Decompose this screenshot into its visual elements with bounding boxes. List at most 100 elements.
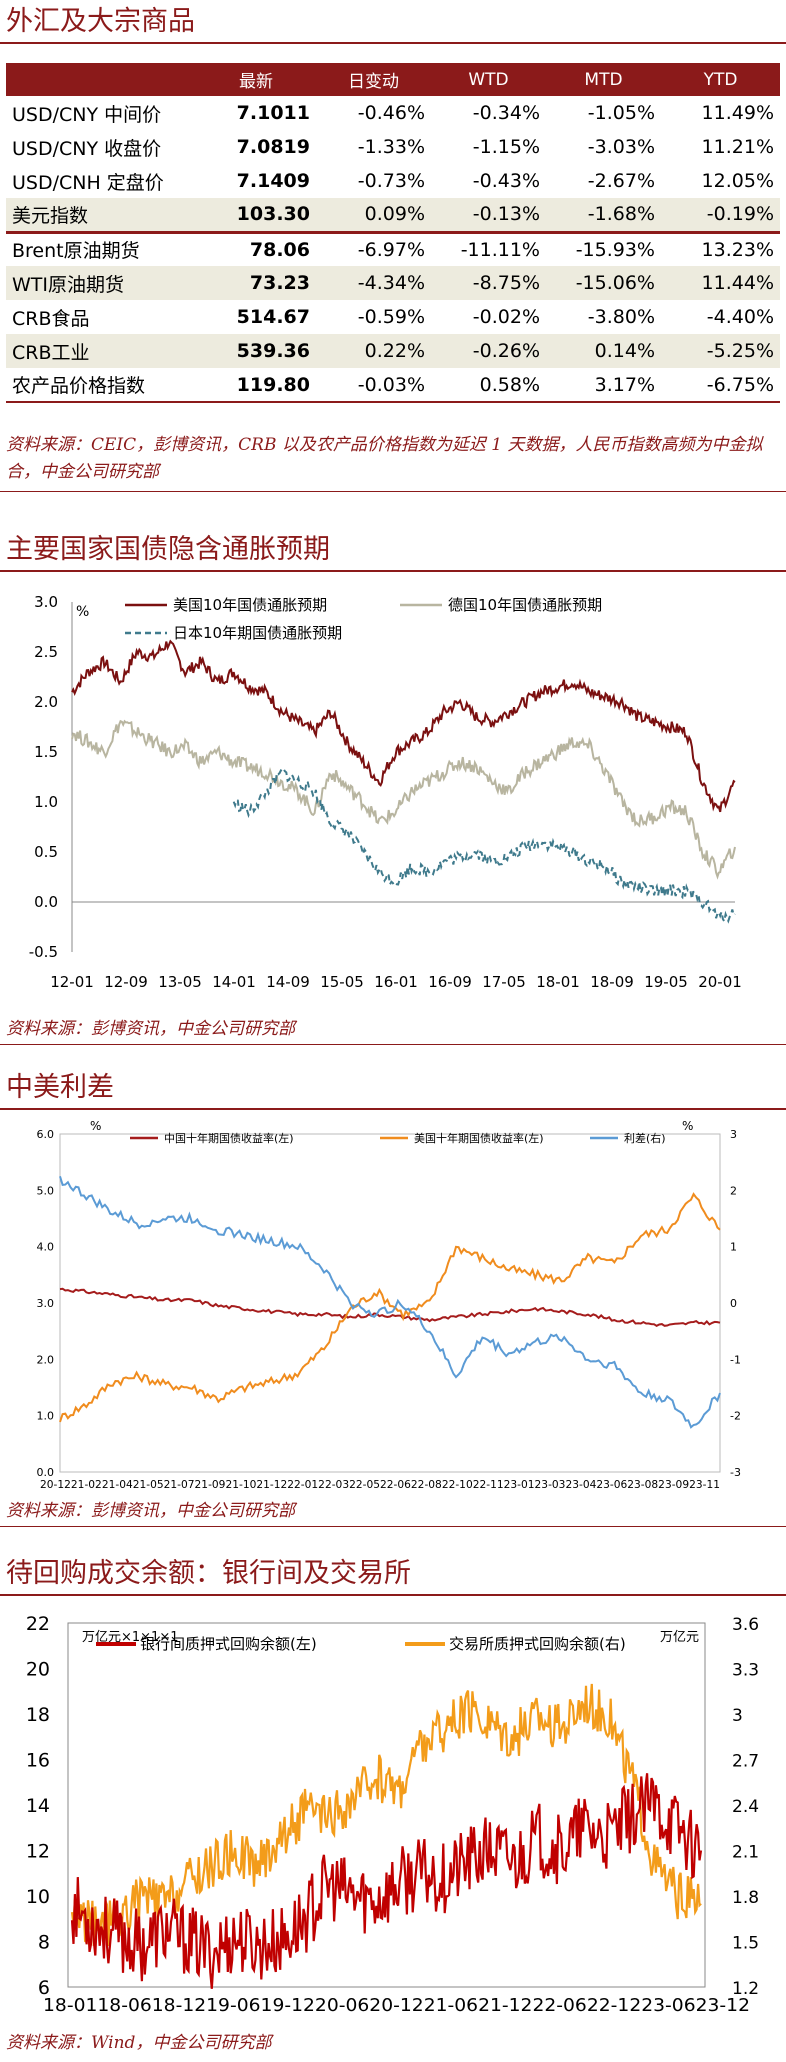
inflation-source-rule	[0, 1044, 786, 1045]
y-tick-label-left: 10	[26, 1886, 50, 1908]
fx-table: 最新 日变动 WTD MTD YTD USD/CNY 中间价 7.1011 -0.4…	[6, 63, 780, 403]
legend-label: 美国10年国债通胀预期	[173, 596, 327, 614]
unit-label: %	[76, 604, 89, 620]
spread-source-note: 资料来源：彭博资讯，中金公司研究部	[6, 1501, 295, 1521]
fx-cell-wtd: -0.43%	[472, 170, 540, 192]
fx-cell-mtd: -1.05%	[587, 102, 655, 124]
y-tick-label-left: 2.0	[37, 1353, 55, 1366]
y-tick-label: -0.5	[29, 943, 58, 961]
fx-cell-daily: -1.33%	[357, 136, 425, 158]
fx-cell-daily: -0.73%	[357, 170, 425, 192]
fx-cell-daily: -0.46%	[357, 102, 425, 124]
fx-cell-wtd: -0.02%	[472, 306, 540, 328]
left-unit-label: 万亿元×1×1×1	[82, 1630, 179, 1645]
x-tick-label: 17-05	[482, 973, 526, 991]
y-tick-label-right: 2.1	[732, 1843, 759, 1863]
fx-source-note: 资料来源：CEIC，彭博资讯，CRB 以及农产品价格指数为延迟 1 天数据，人民…	[6, 435, 763, 482]
fx-header-daily: 日变动	[316, 63, 431, 96]
fx-cell-name: USD/CNY 收盘价	[12, 137, 162, 160]
x-tick-label: 15-05	[320, 973, 364, 991]
fx-cell-ytd: -6.75%	[661, 368, 780, 403]
fx-cell-mtd: -15.93%	[575, 238, 655, 261]
fx-cell-name: USD/CNY 中间价	[12, 103, 162, 126]
x-tick-label: 14-09	[266, 973, 310, 991]
fx-header-mtd: MTD	[546, 63, 661, 96]
y-tick-label-right: 3.6	[732, 1615, 759, 1635]
fx-cell-latest: 73.23	[196, 266, 316, 300]
y-tick-label: 1.5	[34, 743, 58, 761]
fx-cell-name: 美元指数	[6, 198, 196, 234]
y-tick-label-left: 16	[26, 1750, 50, 1772]
x-tick-labels: 18-0118-0618-1219-0619-1220-0620-1221-06…	[43, 1995, 750, 2016]
fx-cell-ytd: 11.49%	[701, 102, 774, 124]
fx-row: CRB工业 539.36 0.22% -0.26% 0.14% -5.25%	[6, 334, 780, 368]
y-tick-label-right: -2	[730, 1410, 741, 1423]
fx-section-title: 外汇及大宗商品	[0, 0, 786, 44]
inflation-chart: 3.0 2.5 2.0 1.5 1.0 0.5 0.0 -0.5% 12-01 12-09 13-0…	[29, 593, 742, 991]
fx-cell-wtd: -11.11%	[460, 238, 540, 261]
fx-cell-mtd: -3.03%	[587, 136, 655, 158]
series-line-3	[232, 767, 736, 925]
fx-cell-ytd: -0.19%	[661, 198, 780, 234]
plot-frame	[59, 1133, 721, 1473]
spread-source-rule	[0, 1526, 786, 1527]
x-tick-labels: 20-1221-0221-0421-0521-0721-0921-1021-12…	[40, 1478, 720, 1490]
fx-cell-daily: -6.97%	[357, 238, 425, 261]
x-tick-label: 12-09	[104, 973, 148, 991]
fx-cell-mtd: 0.14%	[546, 334, 661, 368]
fx-header-ytd: YTD	[661, 63, 780, 96]
y-tick-label-left: 6	[38, 1977, 50, 1999]
fx-cell-wtd: -0.26%	[431, 334, 546, 368]
y-tick-label-left: 3.0	[37, 1297, 55, 1310]
fx-header-name	[6, 63, 196, 96]
fx-cell-mtd: 3.17%	[546, 368, 661, 403]
y-tick-label-left: 22	[26, 1613, 50, 1635]
y-tick-label-right: 2	[730, 1184, 737, 1197]
fx-row: Brent原油期货 78.06 -6.97% -11.11% -15.93% 13.23%	[6, 232, 780, 266]
y-tick-label-right: 3.3	[732, 1661, 759, 1681]
fx-cell-latest: 103.30	[196, 198, 316, 234]
fx-cell-daily: -0.03%	[316, 368, 431, 403]
fx-cell-name: 农产品价格指数	[6, 368, 196, 403]
fx-cell-wtd: -1.15%	[472, 136, 540, 158]
legend-label: 中国十年期国债收益率(左)	[164, 1131, 294, 1145]
fx-source-rule	[0, 491, 786, 492]
fx-row: CRB食品 514.67 -0.59% -0.02% -3.80% -4.40%	[6, 300, 780, 334]
x-tick-label: 16-01	[374, 973, 418, 991]
fx-cell-ytd: -5.25%	[661, 334, 780, 368]
fx-cell-daily: -4.34%	[316, 266, 431, 300]
y-tick-label-right: 1.2	[732, 1979, 759, 1999]
series-line-2	[59, 1192, 721, 1423]
fx-cell-wtd: -0.34%	[472, 102, 540, 124]
fx-cell-latest: 78.06	[249, 238, 310, 261]
fx-cell-mtd: -15.06%	[546, 266, 661, 300]
y-tick-label-left: 14	[26, 1795, 50, 1817]
y-tick-label: 2.0	[34, 693, 58, 711]
y-tick-label: 2.5	[34, 643, 58, 661]
y-tick-label: 0.5	[34, 843, 58, 861]
series-line-1	[70, 1773, 703, 1989]
x-tick-label: 18-09	[590, 973, 634, 991]
fx-cell-name: Brent原油期货	[12, 240, 140, 263]
fx-cell-name: CRB食品	[12, 307, 90, 330]
y-tick-label-left: 0.0	[37, 1466, 55, 1479]
fx-cell-mtd: -2.67%	[587, 170, 655, 192]
fx-row: USD/CNY 中间价 7.1011 -0.46% -0.34% -1.05% 11.49…	[6, 96, 780, 130]
repo-chart: 22 20 18 16 14 12 10 8 6 3.6 3.3 3 2.7 2.4 2.1 1.8 1.5 1.…	[26, 1613, 759, 2016]
x-tick-label: 13-05	[158, 973, 202, 991]
right-unit-label: %	[682, 1119, 693, 1133]
legend-label: 银行间质押式回购余额(左)	[140, 1635, 317, 1653]
right-unit-label: 万亿元	[660, 1630, 699, 1645]
y-tick-label-right: 2.7	[732, 1752, 759, 1772]
y-tick-label-left: 1.0	[37, 1410, 55, 1423]
fx-cell-ytd: 11.21%	[701, 136, 774, 158]
x-tick-label: 18-01	[536, 973, 580, 991]
repo-section-title: 待回购成交余额：银行间及交易所	[0, 1552, 786, 1596]
series-line-2	[70, 1683, 702, 1947]
fx-table-header: 最新 日变动 WTD MTD YTD	[6, 63, 780, 96]
fx-cell-latest: 119.80	[196, 368, 316, 403]
fx-header-latest: 最新	[196, 63, 316, 96]
series-line-1	[71, 639, 736, 813]
fx-cell-mtd: -1.68%	[546, 198, 661, 234]
fx-row: USD/CNH 定盘价 7.1409 -0.73% -0.43% -2.67% 12.05…	[6, 164, 780, 198]
